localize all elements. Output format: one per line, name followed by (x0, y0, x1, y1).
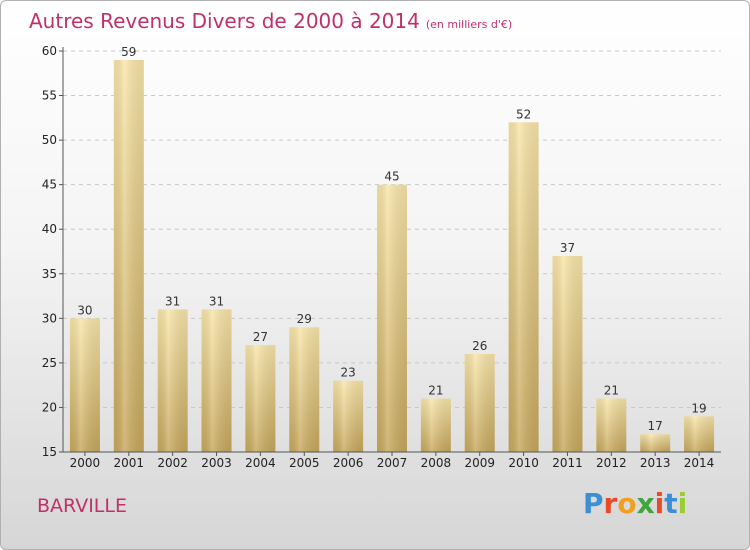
y-tick-label: 45 (42, 178, 57, 192)
x-tick-label-2005: 2005 (289, 456, 320, 470)
x-tick-label-2000: 2000 (70, 456, 101, 470)
bar-shade-2008 (420, 398, 451, 452)
x-tick-label-2007: 2007 (377, 456, 408, 470)
bar-shade-2000 (69, 318, 100, 452)
x-tick-label-2002: 2002 (157, 456, 188, 470)
y-tick-label: 55 (42, 89, 57, 103)
bar-shade-2005 (289, 327, 320, 452)
value-label-2013: 17 (648, 419, 663, 433)
y-tick-label: 40 (42, 222, 57, 236)
x-tick-label-2013: 2013 (640, 456, 671, 470)
y-tick-label: 50 (42, 133, 57, 147)
proxiti-logo: Proxiti (583, 487, 688, 520)
bar-shade-2011 (552, 255, 583, 452)
x-tick-label-2006: 2006 (333, 456, 364, 470)
bar-shade-2014 (684, 416, 715, 452)
y-tick-label: 60 (42, 44, 57, 58)
x-tick-label-2004: 2004 (245, 456, 276, 470)
x-tick-label-2010: 2010 (508, 456, 539, 470)
value-label-2009: 26 (472, 339, 487, 353)
value-label-2006: 23 (340, 366, 355, 380)
y-tick-label: 35 (42, 267, 57, 281)
value-label-2001: 59 (121, 45, 136, 59)
place-name: BARVILLE (37, 495, 127, 517)
x-tick-label-2008: 2008 (421, 456, 452, 470)
value-label-2008: 21 (428, 384, 443, 398)
y-tick-label: 15 (42, 445, 57, 459)
bar-shade-2004 (245, 345, 276, 452)
x-tick-label-2012: 2012 (596, 456, 627, 470)
value-label-2005: 29 (297, 312, 312, 326)
value-label-2012: 21 (604, 384, 619, 398)
x-tick-label-2014: 2014 (684, 456, 715, 470)
y-tick-label: 20 (42, 400, 57, 414)
value-label-2011: 37 (560, 241, 575, 255)
value-label-2004: 27 (253, 330, 268, 344)
x-tick-label-2001: 2001 (114, 456, 145, 470)
bar-shade-2012 (596, 398, 627, 452)
y-tick-label: 30 (42, 311, 57, 325)
x-tick-label-2003: 2003 (201, 456, 232, 470)
bar-shade-2001 (113, 59, 144, 453)
bar-shade-2010 (508, 122, 539, 453)
value-label-2014: 19 (691, 401, 706, 415)
chart-unit-label: (en milliers d'€) (425, 18, 513, 31)
x-tick-label-2009: 2009 (464, 456, 495, 470)
chart-title: Autres Revenus Divers de 2000 à 2014 (en … (29, 9, 512, 33)
x-tick-label-2011: 2011 (552, 456, 583, 470)
bar-shade-2009 (464, 353, 495, 452)
value-label-2007: 45 (384, 170, 399, 184)
value-label-2002: 31 (165, 294, 180, 308)
y-tick-label: 25 (42, 356, 57, 370)
value-label-2000: 30 (77, 303, 92, 317)
bar-shade-2013 (640, 434, 671, 452)
chart-title-text: Autres Revenus Divers de 2000 à 2014 (29, 9, 420, 33)
bar-shade-2002 (157, 309, 188, 452)
bar-shade-2003 (201, 309, 232, 452)
bar-shade-2006 (333, 380, 364, 452)
bar-shade-2007 (377, 184, 407, 452)
value-label-2010: 52 (516, 107, 531, 121)
value-label-2003: 31 (209, 294, 224, 308)
